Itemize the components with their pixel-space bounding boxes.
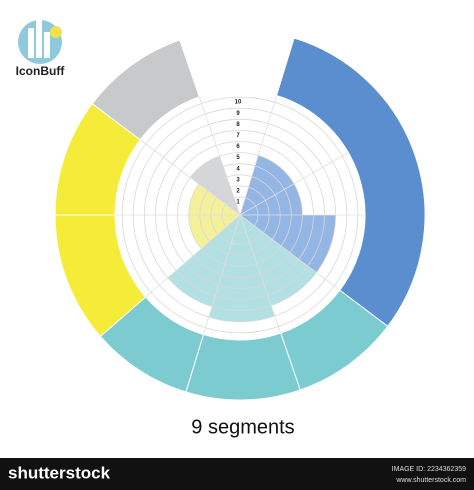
footer-url: www.shutterstock.com	[395, 477, 466, 484]
logo-text: IconBuff	[16, 64, 66, 78]
scale-label: 8	[236, 122, 240, 128]
radial-line	[239, 214, 282, 334]
footer-image-id: IMAGE ID: 2234362359	[392, 466, 466, 473]
inner-wedge	[240, 215, 336, 273]
logo-building	[44, 32, 50, 58]
footer-bar	[0, 458, 474, 490]
scale-label: 3	[236, 177, 240, 183]
inner-wedge	[188, 215, 240, 249]
scale-label: 1	[236, 200, 240, 206]
scale-label: 10	[235, 100, 242, 106]
radial-diagram: 1 2 3 4 5 6 7 8 9 10	[54, 37, 426, 401]
radial-line	[239, 152, 349, 216]
radial-line	[203, 214, 241, 335]
scale-label: 9	[236, 111, 240, 117]
footer-brand: shutterstock	[8, 463, 111, 482]
caption: 9 segments	[191, 416, 294, 438]
inner-wedge	[208, 215, 275, 322]
scale-label: 5	[236, 155, 240, 161]
logo-building	[28, 28, 34, 58]
radial-line	[145, 214, 241, 298]
inner-wedge	[240, 183, 303, 215]
radial-line	[139, 139, 241, 216]
radial-line	[239, 95, 277, 216]
logo-building	[36, 20, 42, 58]
logo: IconBuff	[16, 20, 66, 78]
radial-line	[198, 96, 241, 216]
outer-segment	[275, 37, 426, 328]
inner-wedge	[190, 155, 240, 215]
logo-sun	[50, 26, 62, 38]
inner-wedge	[240, 215, 317, 306]
scale-label: 4	[236, 166, 240, 172]
outer-segment	[91, 39, 200, 141]
scale-label: 2	[236, 188, 240, 194]
radial-line	[239, 214, 341, 291]
inner-wedge	[188, 184, 240, 215]
outer-segment	[185, 332, 301, 401]
scale-label: 6	[236, 144, 240, 150]
scale-label: 7	[236, 133, 240, 139]
